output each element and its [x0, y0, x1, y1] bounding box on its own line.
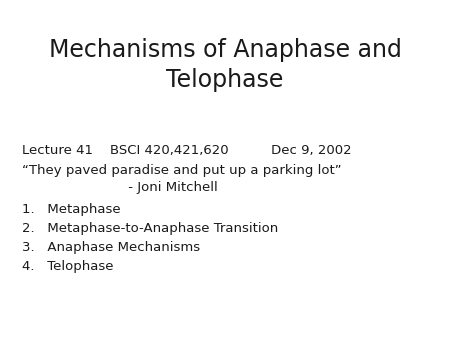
Text: 4.   Telophase: 4. Telophase [22, 260, 113, 273]
Text: Mechanisms of Anaphase and
Telophase: Mechanisms of Anaphase and Telophase [49, 38, 401, 92]
Text: “They paved paradise and put up a parking lot”
                         - Joni M: “They paved paradise and put up a parkin… [22, 164, 342, 194]
Text: Lecture 41    BSCI 420,421,620          Dec 9, 2002: Lecture 41 BSCI 420,421,620 Dec 9, 2002 [22, 144, 351, 157]
Text: 2.   Metaphase-to-Anaphase Transition: 2. Metaphase-to-Anaphase Transition [22, 222, 278, 235]
Text: 1.   Metaphase: 1. Metaphase [22, 203, 121, 216]
Text: 3.   Anaphase Mechanisms: 3. Anaphase Mechanisms [22, 241, 200, 254]
